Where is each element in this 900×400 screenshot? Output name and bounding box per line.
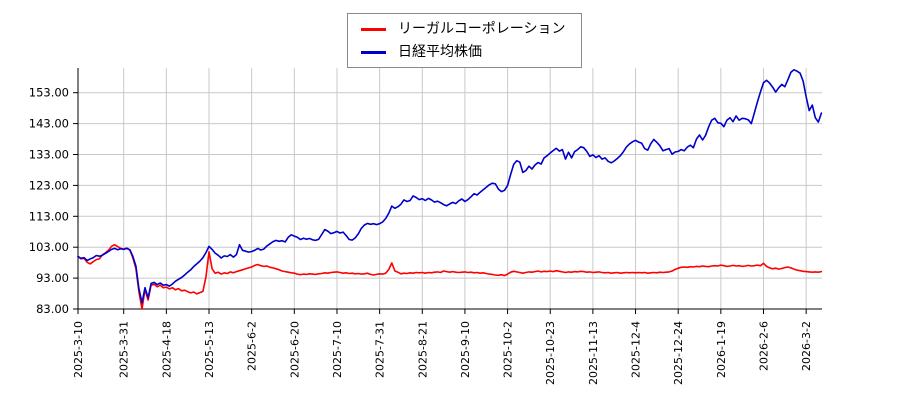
y-tick-label: 133.00 [29,148,69,162]
legend-label-regal-corporation: リーガルコーポレーション [398,21,566,37]
x-tick-label: 2025-7-10 [331,321,344,378]
x-tick-label: 2025-4-18 [160,321,173,378]
x-tick-label: 2025-3-31 [118,321,131,378]
x-tick-label: 2025-12-24 [672,321,685,385]
x-tick-label: 2025-10-2 [502,321,515,378]
x-tick-label: 2026-3-2 [800,321,813,371]
x-tick-label: 2025-11-13 [587,321,600,385]
legend-item-regal-corporation: リーガルコーポレーション [361,21,565,37]
legend-item-nikkei-average: 日経平均株価 [361,44,565,60]
x-tick-label: 2025-7-31 [374,321,387,378]
x-tick-label: 2025-6-2 [246,321,259,371]
y-tick-label: 113.00 [29,209,69,223]
y-tick-label: 83.00 [36,302,69,316]
x-tick-label: 2025-10-23 [544,321,557,385]
y-tick-label: 123.00 [29,178,69,192]
x-tick-label: 2025-3-10 [72,321,85,378]
y-tick-label: 153.00 [29,86,69,100]
x-tick-label: 2025-6-20 [288,321,301,378]
y-tick-label: 93.00 [36,271,69,285]
x-tick-label: 2025-8-21 [416,321,429,378]
x-tick-label: 2025-12-4 [630,321,643,378]
x-tick-label: 2026-2-6 [758,321,771,371]
series-line-regal-corporation [77,243,823,310]
legend-line-sample-red [361,27,386,31]
legend-line-sample-blue [361,50,386,54]
y-tick-label: 103.00 [29,240,69,254]
series-line-nikkei-average [77,69,823,304]
legend: リーガルコーポレーション 日経平均株価 [347,13,583,69]
legend-label-nikkei-average: 日経平均株価 [398,44,482,61]
y-tick-label: 143.00 [29,117,69,131]
x-tick-label: 2025-5-13 [203,321,216,378]
x-tick-label: 2026-1-19 [715,321,728,378]
x-tick-label: 2025-9-10 [459,321,472,378]
